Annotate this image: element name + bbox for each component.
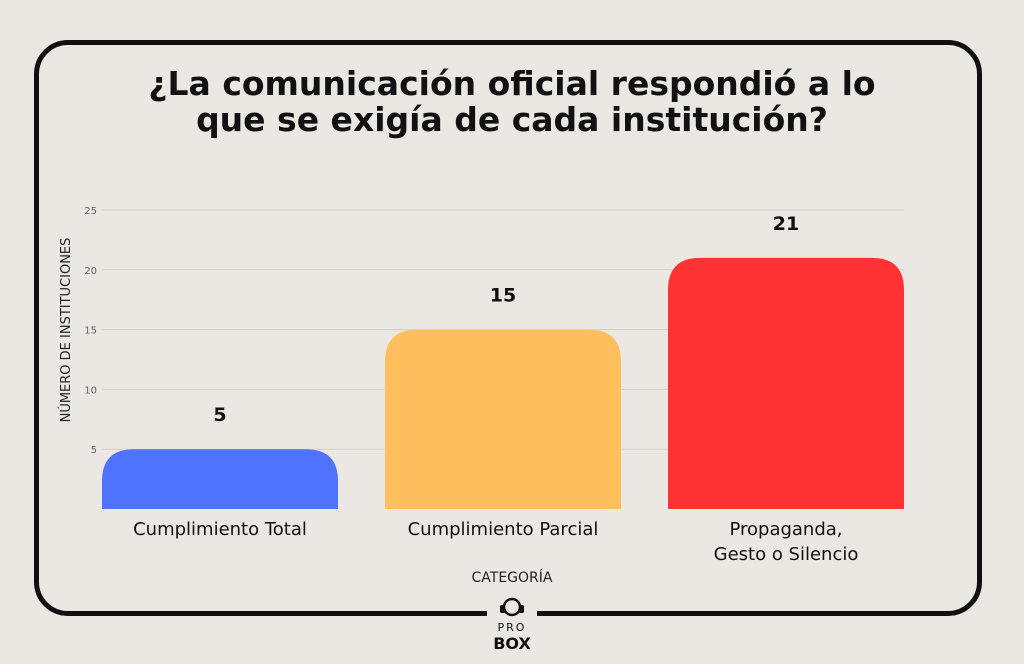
- logo-headphone-right-icon: [519, 605, 524, 613]
- y-tick-label: 15: [84, 326, 97, 337]
- y-tick-labels: 5 10 15 20 25: [84, 206, 97, 456]
- probox-logo: PRO BOX: [487, 596, 537, 658]
- logo-head-icon: [502, 597, 522, 617]
- y-tick-label: 20: [84, 266, 97, 277]
- chart-title: ¿La comunicación oficial respondió a lo …: [148, 64, 876, 139]
- bar-value-label: 21: [773, 213, 799, 235]
- y-tick-label: 25: [84, 206, 97, 217]
- bar: [385, 329, 621, 509]
- y-tick-label: 5: [91, 445, 97, 456]
- category-label: Gesto o Silencio: [714, 544, 859, 565]
- bar: [668, 257, 904, 509]
- category-label: Cumplimiento Parcial: [408, 519, 599, 540]
- category-label: Propaganda,: [729, 519, 842, 540]
- value-labels: 5 15 21: [213, 213, 799, 426]
- x-axis-label: CATEGORÍA: [472, 569, 553, 586]
- category-labels: Cumplimiento Total Cumplimiento Parcial Pr…: [133, 519, 858, 565]
- y-tick-label: 10: [84, 385, 97, 396]
- category-label: Cumplimiento Total: [133, 519, 307, 540]
- logo-text-bottom: BOX: [493, 634, 531, 653]
- bar-value-label: 5: [213, 404, 226, 426]
- logo-text-top: PRO: [498, 621, 527, 634]
- bar: [102, 449, 338, 509]
- bars: [102, 257, 904, 509]
- bar-value-label: 15: [490, 285, 516, 307]
- y-axis-label: NÚMERO DE INSTITUCIONES: [58, 238, 74, 423]
- logo-headphone-left-icon: [500, 605, 505, 613]
- logo-mark: PRO BOX: [493, 597, 531, 653]
